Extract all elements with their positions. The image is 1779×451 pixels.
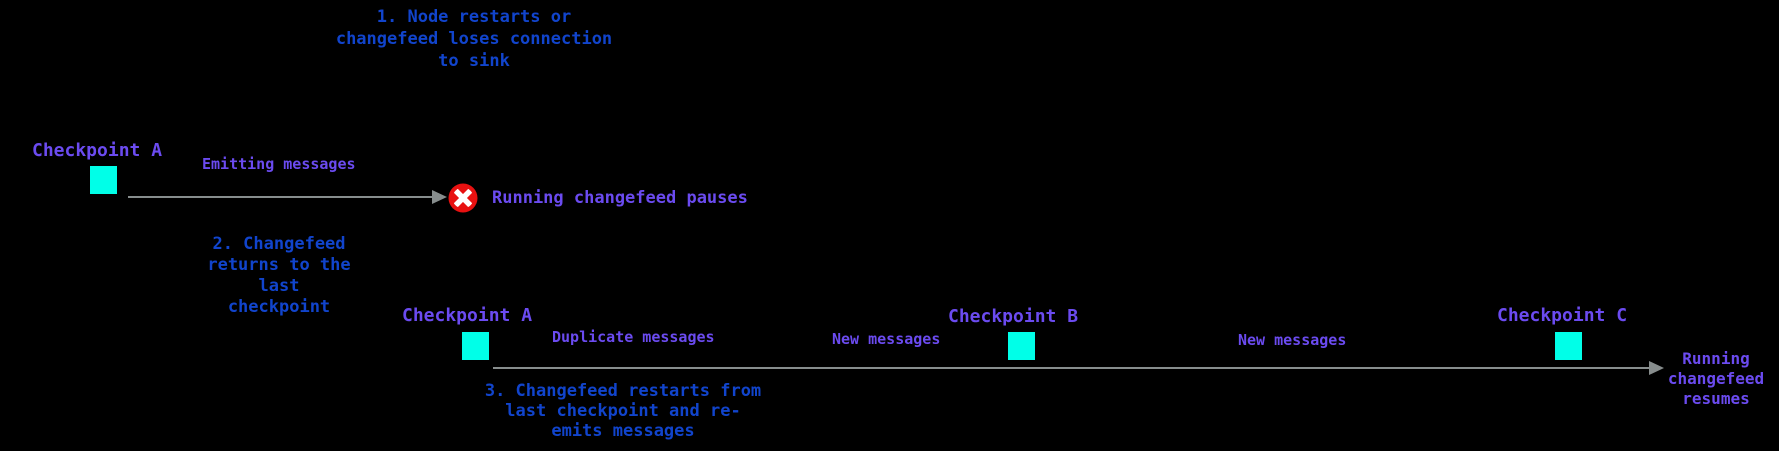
step1-note-line: to sink xyxy=(438,51,510,71)
checkpoint-c-label: Checkpoint C xyxy=(1497,305,1628,326)
step3-note-line: emits messages xyxy=(551,421,695,441)
resumes-label-line: Running xyxy=(1682,349,1750,368)
step2-note-line: checkpoint xyxy=(227,297,331,317)
step1-note-line: changefeed loses connection xyxy=(335,29,613,49)
emitting-messages-label: Emitting messages xyxy=(202,155,356,173)
step1-note-line: 1. Node restarts or xyxy=(376,7,572,27)
arrowhead-right-icon xyxy=(1649,361,1664,375)
step2-note: 2. Changefeed returns to the last checkp… xyxy=(194,234,364,318)
step2-note-line: returns to the xyxy=(207,255,351,275)
running-changefeed-pauses-label: Running changefeed pauses xyxy=(492,188,748,208)
checkpoint-a-label-2: Checkpoint A xyxy=(402,305,533,326)
error-x-circle-icon xyxy=(448,183,478,213)
resumes-label-line: resumes xyxy=(1682,389,1750,408)
new-messages-label-1: New messages xyxy=(832,330,941,348)
step2-note-line: 2. Changefeed xyxy=(212,234,346,254)
resumes-label-line: changefeed xyxy=(1667,369,1765,388)
running-changefeed-resumes-label: Running changefeed resumes xyxy=(1646,349,1779,409)
new-messages-label-2: New messages xyxy=(1238,331,1347,349)
duplicate-messages-label: Duplicate messages xyxy=(552,328,715,346)
timeline-arrow-2 xyxy=(493,367,1649,369)
checkpoint-c-marker xyxy=(1555,332,1582,360)
step1-note: 1. Node restarts or changefeed loses con… xyxy=(304,6,644,72)
step2-note-line: last xyxy=(258,276,300,296)
checkpoint-b-marker xyxy=(1008,332,1035,360)
checkpoint-a-marker-2 xyxy=(462,332,489,360)
arrowhead-right-icon xyxy=(432,190,447,204)
step3-note: 3. Changefeed restarts from last checkpo… xyxy=(473,381,773,441)
checkpoint-a-marker xyxy=(90,166,117,194)
step3-note-line: last checkpoint and re- xyxy=(505,401,741,421)
step3-note-line: 3. Changefeed restarts from xyxy=(484,381,762,401)
checkpoint-b-label: Checkpoint B xyxy=(948,306,1079,327)
checkpoint-a-label: Checkpoint A xyxy=(32,140,163,161)
timeline-arrow-1 xyxy=(128,196,433,198)
